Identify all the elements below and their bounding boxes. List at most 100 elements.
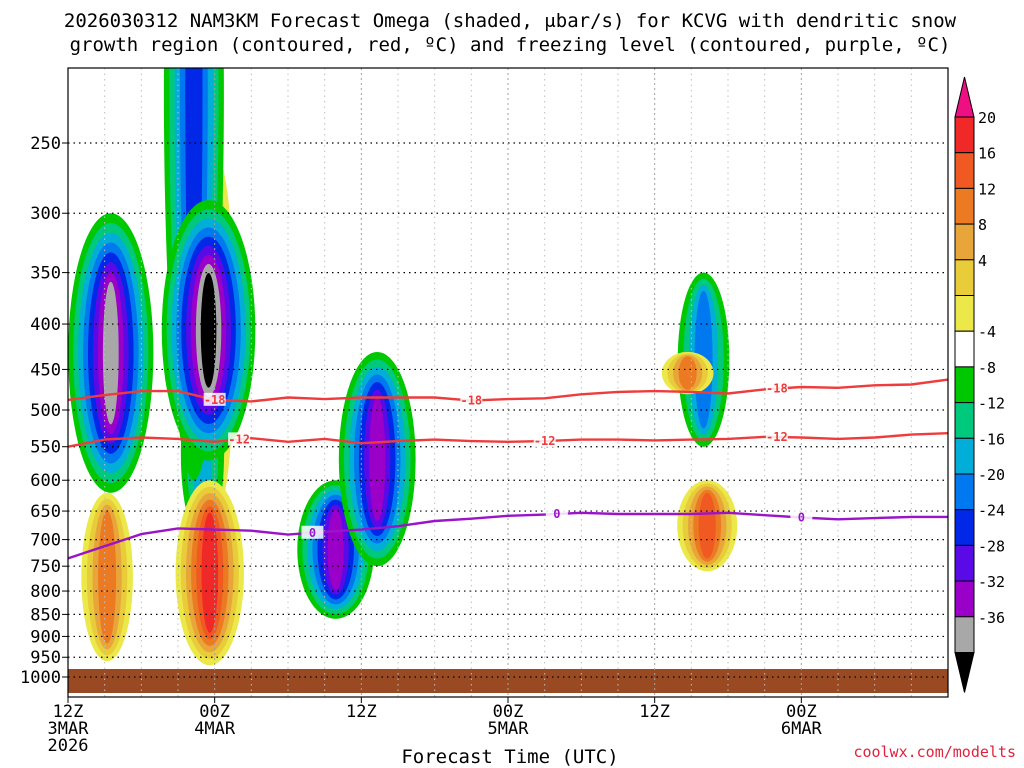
y-tick-label: 600 bbox=[30, 471, 61, 491]
colorbar-segment bbox=[954, 544, 975, 582]
y-tick-label: 300 bbox=[30, 204, 61, 224]
colorbar-segment bbox=[954, 295, 975, 332]
omega-contour-band bbox=[698, 492, 716, 559]
contour-label: 0 bbox=[798, 511, 805, 525]
contour-label: 0 bbox=[309, 526, 316, 540]
colorbar-label: 20 bbox=[978, 109, 996, 127]
contour-label: -12 bbox=[534, 434, 556, 448]
colorbar-cap-top bbox=[954, 76, 975, 118]
contour-label-bg bbox=[228, 432, 251, 446]
y-tick-label: 950 bbox=[30, 648, 61, 668]
x-tick-label: 00Z bbox=[493, 702, 524, 722]
y-tick-label: 350 bbox=[30, 264, 61, 284]
isotherm-line bbox=[67, 432, 949, 448]
colorbar-segment bbox=[954, 402, 975, 439]
x-tick-label: 12Z bbox=[346, 702, 377, 722]
colorbar-label: -16 bbox=[978, 430, 1005, 448]
colorbar-segment bbox=[954, 223, 975, 261]
contour-label: -18 bbox=[460, 394, 482, 408]
y-tick-label: 400 bbox=[30, 315, 61, 335]
colorbar-segment bbox=[954, 152, 975, 189]
x-tick-label: 00Z bbox=[199, 702, 230, 722]
colorbar-label: -4 bbox=[978, 323, 996, 341]
omega-cell bbox=[68, 213, 154, 493]
chart-title-line-2: growth region (contoured, red, ºC) and f… bbox=[70, 34, 951, 56]
colorbar-cap-bottom bbox=[954, 652, 975, 693]
colorbar-label: -36 bbox=[978, 609, 1005, 627]
contour-label-bg bbox=[533, 434, 556, 448]
omega-cell bbox=[338, 351, 416, 567]
gridlines bbox=[67, 68, 948, 697]
contour-label: -18 bbox=[204, 393, 226, 407]
colorbar-segment bbox=[954, 616, 975, 653]
colorbar-label: -32 bbox=[978, 573, 1005, 591]
contour-label-bg bbox=[790, 510, 813, 524]
omega-shading bbox=[68, 68, 738, 666]
x-tick-label: 12Z bbox=[53, 702, 84, 722]
x-axis-label: Forecast Time (UTC) bbox=[401, 746, 618, 768]
contour-label: -12 bbox=[766, 430, 788, 444]
colorbar-segment bbox=[954, 437, 975, 475]
colorbar-segment bbox=[954, 187, 975, 225]
colorbar-segment bbox=[954, 330, 975, 368]
omega-cell bbox=[161, 200, 256, 461]
colorbar-label: -12 bbox=[978, 395, 1005, 413]
colorbar-segment bbox=[954, 580, 975, 618]
contour-label: -12 bbox=[228, 432, 250, 446]
y-tick-label: 1000 bbox=[20, 668, 61, 688]
y-tick-label: 750 bbox=[30, 557, 61, 577]
x-tick-label: 12Z bbox=[639, 702, 670, 722]
contour-label-bg bbox=[460, 393, 483, 407]
colorbar-label: -8 bbox=[978, 359, 996, 377]
colorbar: 20 16 12 8 4 -4 -8 -12 -16 -20 -24 -28 -32 -36 bbox=[954, 76, 1005, 693]
contour-label-bg bbox=[545, 507, 568, 521]
omega-cell bbox=[175, 480, 244, 666]
x-tick-label: 3MAR bbox=[48, 719, 90, 739]
y-tick-label: 550 bbox=[30, 438, 61, 458]
y-tick-label: 650 bbox=[30, 502, 61, 522]
credit-text: coolwx.com/modelts bbox=[853, 743, 1016, 761]
x-tick-label: 00Z bbox=[786, 702, 817, 722]
colorbar-label: 8 bbox=[978, 216, 987, 234]
x-tick-label: 2026 bbox=[48, 736, 89, 756]
contour-label: 0 bbox=[553, 507, 560, 521]
omega-cell bbox=[677, 480, 738, 572]
x-tick-label: 6MAR bbox=[781, 719, 823, 739]
colorbar-label: 16 bbox=[978, 145, 996, 163]
contour-label-bg bbox=[301, 525, 324, 539]
y-tick-label: 500 bbox=[30, 401, 61, 421]
colorbar-label: -24 bbox=[978, 502, 1005, 520]
colorbar-segment bbox=[954, 116, 975, 154]
omega-contour-band bbox=[369, 396, 386, 522]
colorbar-label: 4 bbox=[978, 252, 987, 270]
y-tick-label: 850 bbox=[30, 605, 61, 625]
contour-label-bg bbox=[203, 392, 226, 406]
isotherm-contours: -18 -18 -18 -12 -12 -12 0 0 0 bbox=[67, 378, 949, 560]
chart-title-line-1: 2026030312 NAM3KM Forecast Omega (shaded… bbox=[64, 10, 957, 32]
omega-contour-band bbox=[201, 512, 219, 633]
colorbar-segment bbox=[954, 366, 975, 404]
colorbar-segment bbox=[954, 473, 975, 511]
x-tick-label: 4MAR bbox=[194, 719, 236, 739]
colorbar-label: 12 bbox=[978, 180, 996, 198]
y-tick-label: 800 bbox=[30, 582, 61, 602]
omega-contour-band bbox=[98, 510, 117, 644]
pressure-axis: 2503003504004505005506006507007508008509… bbox=[20, 134, 68, 688]
contour-label-bg bbox=[765, 381, 788, 395]
contour-label-bg bbox=[765, 430, 788, 444]
omega-cell bbox=[661, 351, 714, 395]
y-tick-label: 700 bbox=[30, 531, 61, 551]
omega-contour-band bbox=[102, 281, 119, 425]
y-tick-label: 250 bbox=[30, 134, 61, 154]
omega-contour-band bbox=[327, 509, 344, 590]
contour-label: -18 bbox=[766, 382, 788, 396]
colorbar-label: -28 bbox=[978, 537, 1005, 555]
x-tick-label: 5MAR bbox=[488, 719, 530, 739]
colorbar-label: -20 bbox=[978, 466, 1005, 484]
y-tick-label: 450 bbox=[30, 360, 61, 380]
colorbar-segment bbox=[954, 509, 975, 546]
y-tick-label: 900 bbox=[30, 627, 61, 647]
omega-contour-band bbox=[200, 273, 217, 388]
